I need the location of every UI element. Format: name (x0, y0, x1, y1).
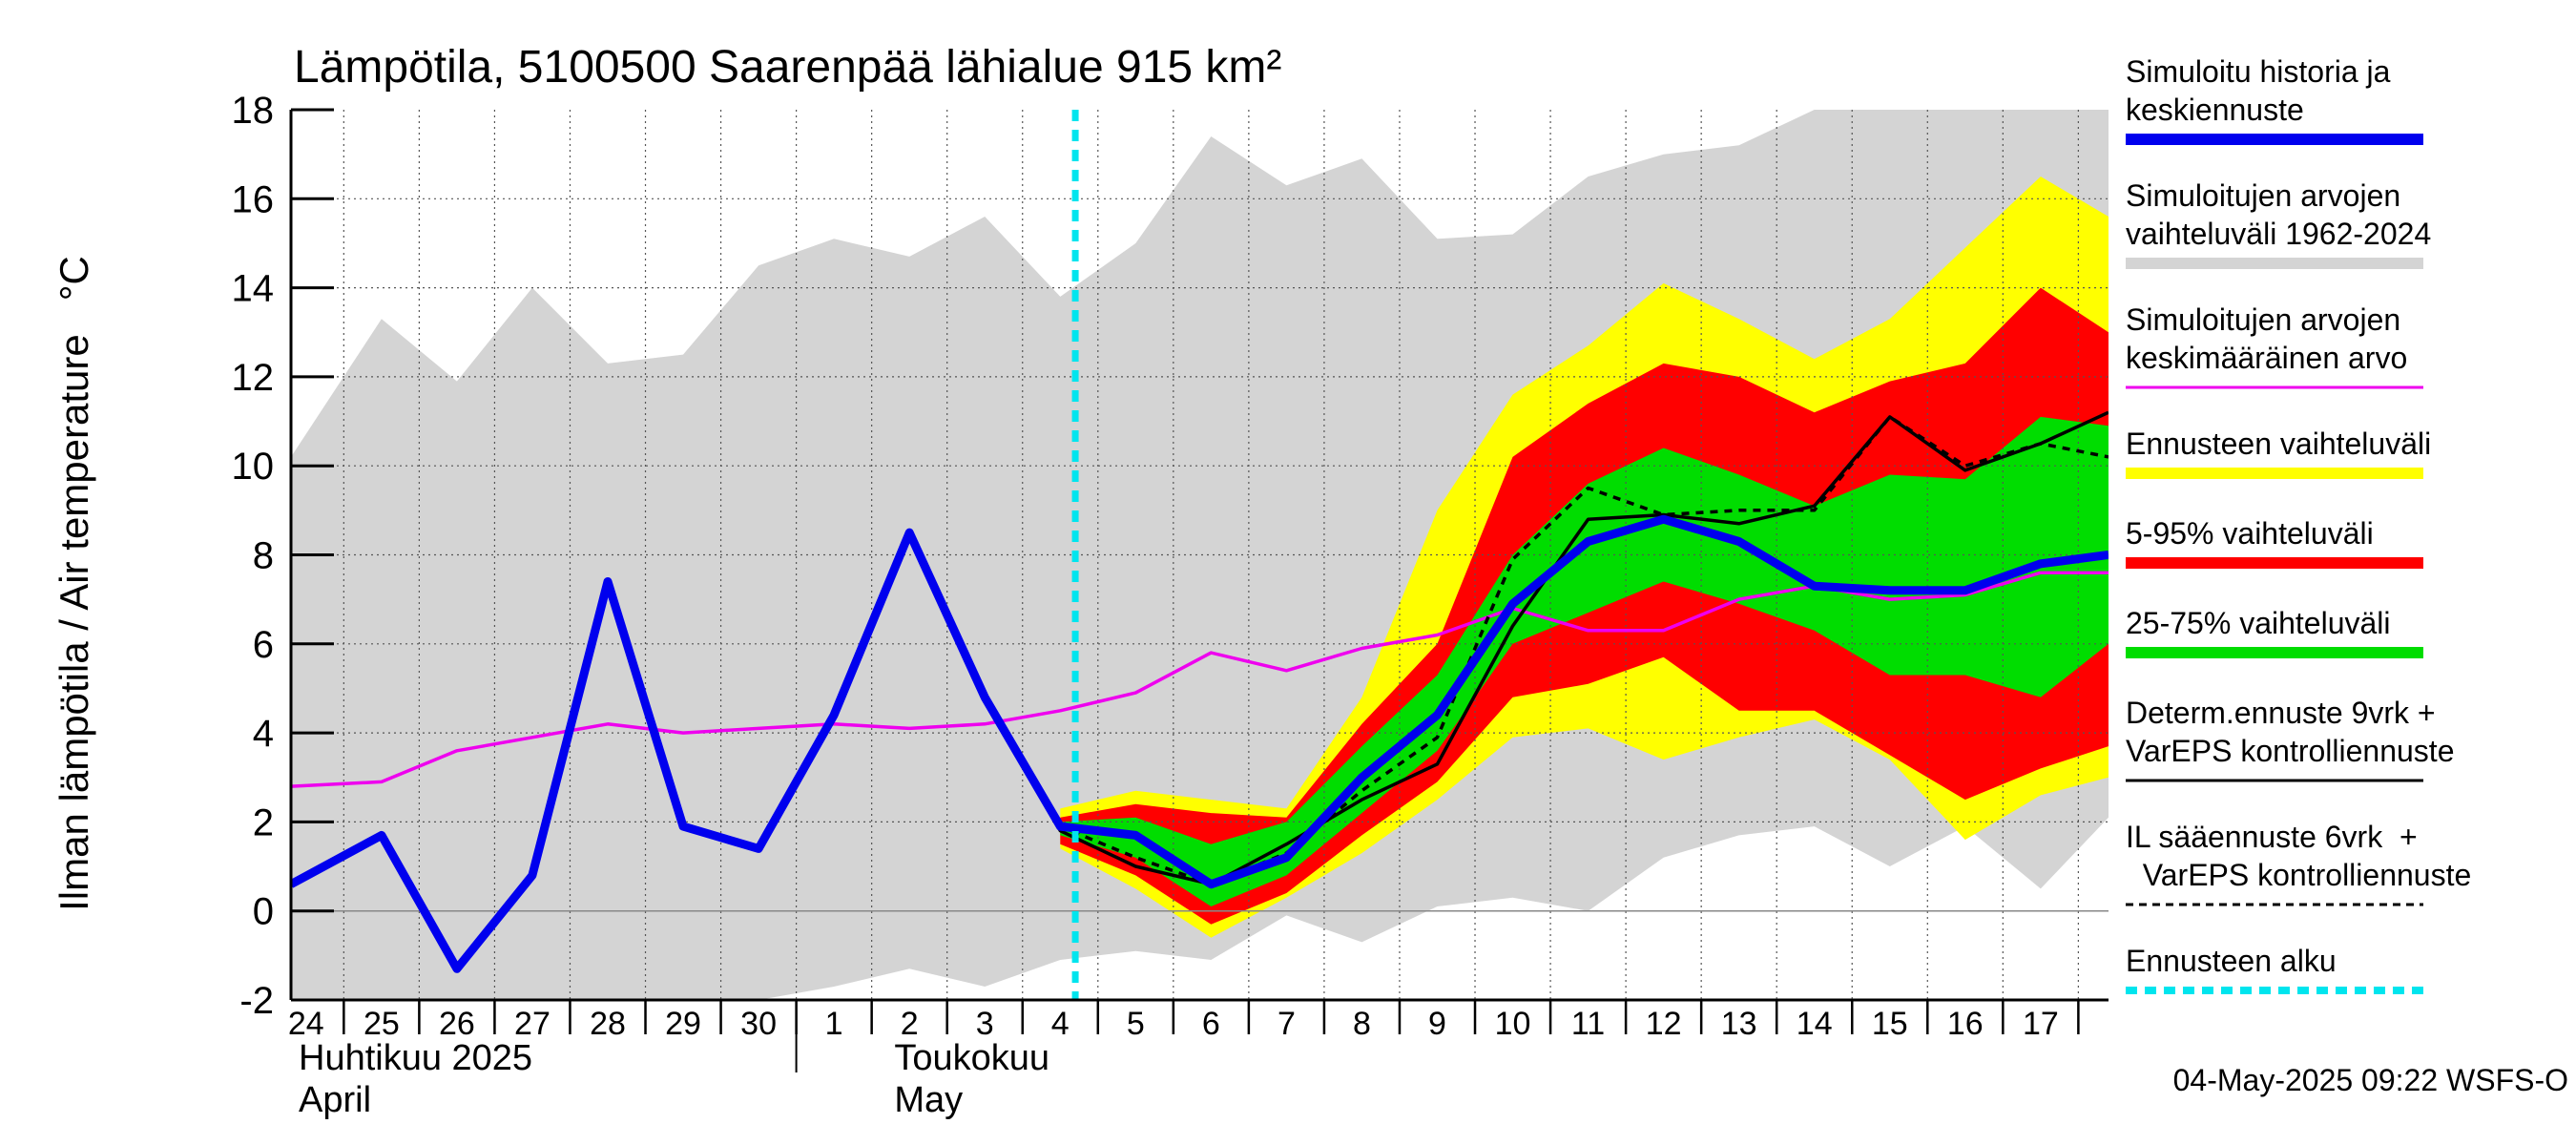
legend-label: VarEPS kontrolliennuste (2126, 858, 2471, 892)
y-tick-label: 14 (232, 268, 275, 310)
series-layer (291, 110, 2109, 1000)
legend-label: Ennusteen vaihteluväli (2126, 427, 2431, 461)
band-layer (291, 110, 2109, 1000)
y-tick-label: 18 (232, 90, 275, 132)
x-day-label: 3 (976, 1006, 994, 1042)
legend-item-determ-ennuste-9vrk-vareps-kontrolliennuste: Determ.ennuste 9vrk + VarEPS kontrollienn… (2126, 696, 2454, 782)
month-label-fi: Huhtikuu 2025 (299, 1038, 532, 1078)
grid-layer (291, 110, 2109, 1000)
x-day-label: 11 (1571, 1006, 1605, 1042)
x-day-label: 27 (514, 1006, 551, 1042)
x-day-label: 28 (590, 1006, 626, 1042)
x-day-label: 10 (1495, 1006, 1531, 1042)
legend-label: Simuloitujen arvojen (2126, 302, 2400, 337)
y-tick-label: 16 (232, 178, 275, 220)
x-day-label: 29 (665, 1006, 701, 1042)
legend-label: Ennusteen alku (2126, 944, 2337, 978)
x-day-label: 2 (901, 1006, 919, 1042)
legend-item-25-75-vaihteluv-li: 25-75% vaihteluväli (2126, 606, 2423, 658)
legend: Simuloitu historia jakeskiennusteSimuloi… (2126, 54, 2471, 994)
line-simuloitu-historia-ja-keskiennuste (291, 514, 2109, 973)
x-day-label: 9 (1428, 1006, 1446, 1042)
month-label-en: April (299, 1080, 371, 1120)
legend-label: keskimääräinen arvo (2126, 341, 2407, 375)
legend-item-simuloitu-historia-ja-keskiennuste: Simuloitu historia ja keskiennuste (2126, 54, 2423, 145)
legend-label: Simuloitu historia ja (2126, 54, 2391, 89)
x-day-label: 4 (1051, 1006, 1070, 1042)
legend-item-5-95-vaihteluv-li: 5-95% vaihteluväli (2126, 516, 2423, 569)
legend-label: VarEPS kontrolliennuste (2126, 734, 2454, 768)
y-tick-label: 4 (253, 713, 274, 755)
y-tick-label: 6 (253, 624, 274, 666)
legend-item-ennusteen-alku: Ennusteen alku (2126, 944, 2423, 994)
x-day-label: 26 (439, 1006, 475, 1042)
x-day-label: 13 (1721, 1006, 1757, 1042)
legend-item-il-s-ennuste-6vrk-vareps-kontrolliennuste: IL sääennuste 6vrk + VarEPS kontrollienn… (2126, 820, 2471, 906)
x-day-label: 24 (288, 1006, 324, 1042)
x-day-label: 30 (740, 1006, 777, 1042)
y-tick-label: 0 (253, 891, 274, 933)
y-tick-label: 8 (253, 535, 274, 577)
legend-item-simuloitujen-arvojen-keskim-r-inen-arvo: Simuloitujen arvojen keskimääräinen arvo (2126, 302, 2423, 389)
y-tick-label: 10 (232, 446, 275, 488)
band-25-75-vaihteluv-li (1060, 416, 2109, 906)
chart-title: Lämpötila, 5100500 Saarenpää lähialue 91… (294, 42, 1281, 93)
x-day-label: 8 (1353, 1006, 1371, 1042)
legend-label: Determ.ennuste 9vrk + (2126, 696, 2436, 730)
x-day-label: 14 (1797, 1006, 1833, 1042)
month-label-fi: Toukokuu (894, 1038, 1049, 1078)
x-day-label: 7 (1278, 1006, 1296, 1042)
month-label-en: May (894, 1080, 963, 1120)
x-day-label: 1 (825, 1006, 843, 1042)
legend-label: vaihteluväli 1962-2024 (2126, 217, 2431, 251)
y-tick-label: -2 (239, 980, 274, 1022)
line-determ-ennuste-9vrk-vareps-kontrolliennuste (907, 410, 2109, 886)
y-tick-label: 12 (232, 357, 275, 399)
legend-item-ennusteen-vaihteluv-li: Ennusteen vaihteluväli (2126, 427, 2431, 479)
legend-label: IL sääennuste 6vrk + (2126, 820, 2418, 854)
x-day-label: 25 (364, 1006, 400, 1042)
y-axis-label: Ilman lämpötila / Air temperature °C (52, 256, 96, 911)
legend-label: 25-75% vaihteluväli (2126, 606, 2391, 640)
x-day-label: 5 (1127, 1006, 1145, 1042)
legend-item-simuloitujen-arvojen-vaihteluv-li-1962-2024: Simuloitujen arvojen vaihteluväli 1962-20… (2126, 178, 2431, 269)
legend-label: 5-95% vaihteluväli (2126, 516, 2374, 551)
x-day-label: 16 (1947, 1006, 1984, 1042)
x-day-label: 15 (1872, 1006, 1908, 1042)
x-day-label: 12 (1646, 1006, 1682, 1042)
timestamp-footer: 04-May-2025 09:22 WSFS-O (2173, 1063, 2568, 1097)
legend-label: Simuloitujen arvojen (2126, 178, 2400, 213)
x-day-label: 17 (2023, 1006, 2059, 1042)
legend-label: keskiennuste (2126, 93, 2304, 127)
y-tick-label: 2 (253, 802, 274, 843)
x-day-label: 6 (1202, 1006, 1220, 1042)
